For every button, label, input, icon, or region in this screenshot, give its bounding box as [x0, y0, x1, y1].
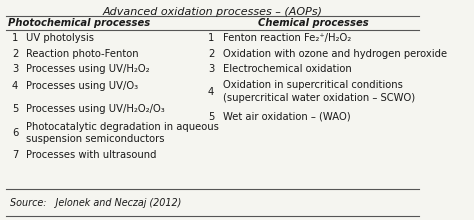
- Text: Processes with ultrasound: Processes with ultrasound: [26, 150, 156, 160]
- Text: Fenton reaction Fe₂⁺/H₂O₂: Fenton reaction Fe₂⁺/H₂O₂: [223, 33, 351, 43]
- Text: Processes using UV/H₂O₂/O₃: Processes using UV/H₂O₂/O₃: [26, 104, 164, 114]
- Text: Oxidation with ozone and hydrogen peroxide: Oxidation with ozone and hydrogen peroxi…: [223, 49, 447, 59]
- Text: 1: 1: [208, 33, 214, 43]
- Text: Advanced oxidation processes – (AOPs): Advanced oxidation processes – (AOPs): [102, 7, 322, 17]
- Text: 5: 5: [208, 112, 214, 121]
- Text: Photocatalytic degradation in aqueous
suspension semiconductors: Photocatalytic degradation in aqueous su…: [26, 122, 219, 144]
- Text: Chemical processes: Chemical processes: [258, 18, 369, 28]
- Text: 3: 3: [208, 64, 214, 74]
- Text: 7: 7: [12, 150, 18, 160]
- Text: Photochemical processes: Photochemical processes: [8, 18, 150, 28]
- Text: 4: 4: [208, 86, 214, 97]
- Text: 5: 5: [12, 104, 18, 114]
- Text: Oxidation in supercritical conditions
(supercritical water oxidation – SCWO): Oxidation in supercritical conditions (s…: [223, 80, 415, 103]
- Text: Wet air oxidation – (WAO): Wet air oxidation – (WAO): [223, 112, 350, 121]
- Text: 1: 1: [12, 33, 18, 43]
- Text: Source:   Jelonek and Neczaj (2012): Source: Jelonek and Neczaj (2012): [10, 198, 181, 208]
- Text: 2: 2: [12, 49, 18, 59]
- Text: 2: 2: [208, 49, 214, 59]
- Text: Processes using UV/O₃: Processes using UV/O₃: [26, 81, 138, 91]
- Text: 4: 4: [12, 81, 18, 91]
- Text: UV photolysis: UV photolysis: [26, 33, 94, 43]
- Text: 3: 3: [12, 64, 18, 74]
- Text: Electrochemical oxidation: Electrochemical oxidation: [223, 64, 352, 74]
- Text: Processes using UV/H₂O₂: Processes using UV/H₂O₂: [26, 64, 149, 74]
- Text: 6: 6: [12, 128, 18, 138]
- Text: Reaction photo-Fenton: Reaction photo-Fenton: [26, 49, 138, 59]
